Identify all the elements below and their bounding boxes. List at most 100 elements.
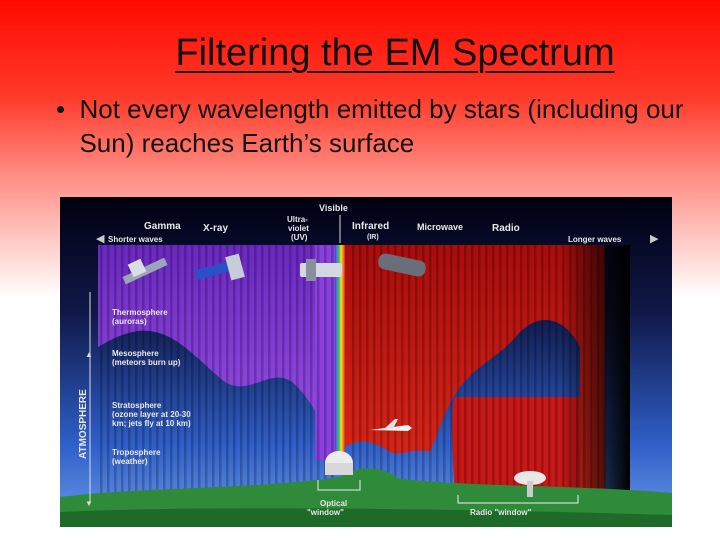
uv-label-line1: Ultra- [287,215,308,224]
stripe [275,245,278,500]
mesosphere-note: (meteors burn up) [112,358,181,367]
stripe [422,245,425,500]
optical-window-bracket [317,480,361,491]
stripe [198,245,201,500]
stripe [212,245,215,500]
stripe [226,245,229,500]
uv-label-line2: violet [288,224,309,233]
stripe [471,245,474,500]
stripe [156,245,159,500]
infrared-sub-label: (IR) [367,234,379,241]
microwave-label: Microwave [417,222,463,232]
observatory-icon [325,451,353,475]
stripe [534,245,537,500]
radio-dish-icon [514,471,546,497]
stripe [527,245,530,500]
stripe [149,245,152,500]
visible-band [335,245,345,475]
stripe [562,245,565,500]
stripe [401,245,404,500]
stripe [135,245,138,500]
slide-title: Filtering the EM Spectrum [175,32,615,74]
stripe [380,245,383,500]
stripe [373,245,376,500]
stripe [464,245,467,500]
longer-waves-label: Longer waves [568,235,622,244]
stripe [499,245,502,500]
stratosphere-note-1: (ozone layer at 20-30 [112,410,191,419]
stripe [310,245,313,500]
thermosphere-note: (auroras) [112,317,147,326]
stripe [121,245,124,500]
stripe [366,245,369,500]
stripe [114,245,117,500]
stripe [268,245,271,500]
em-spectrum-diagram: Gamma X-ray Ultra- violet (UV) Visible I… [60,197,672,527]
stripe [576,245,579,500]
stripe [408,245,411,500]
radio-window-label: Radio "window" [470,508,532,517]
uv-xray-gamma-band [98,245,335,452]
infrared-telescope-icon [378,253,426,277]
stripe [254,245,257,500]
stripe [513,245,516,500]
stripe [436,245,439,500]
optical-window-label-1: Optical [320,499,347,508]
shorter-waves-label: Shorter waves [108,235,163,244]
stripe [282,245,285,500]
visible-label: Visible [319,203,348,213]
stripe [261,245,264,500]
diagram-canvas: Gamma X-ray Ultra- violet (UV) Visible I… [60,197,672,527]
stripe [296,245,299,500]
stripe [324,245,327,500]
hubble-telescope-icon [300,259,342,281]
axis-down-arrow-icon: ▼ [85,499,93,508]
stripe [520,245,523,500]
axis-up-arrow-icon: ▲ [85,350,93,359]
troposphere-label: Troposphere [112,448,161,457]
stripe [478,245,481,500]
stripe [107,245,110,500]
stripe [457,245,460,500]
stripe [191,245,194,500]
stripe [569,245,572,500]
stripe [303,245,306,500]
stripe [492,245,495,500]
stripe [205,245,208,500]
optical-window-label-2: "window" [307,508,344,517]
stripe [604,245,607,500]
uv-band [315,245,335,460]
stripe [429,245,432,500]
stripe [506,245,509,500]
stripe [317,245,320,500]
stripe [184,245,187,500]
bullet-icon: • [56,94,66,124]
stripe [163,245,166,500]
stripe [240,245,243,500]
stripe [247,245,250,500]
stripe [541,245,544,500]
stripe [394,245,397,500]
mesosphere-label: Mesosphere [112,349,159,358]
infrared-label: Infrared [352,221,389,232]
stripe [387,245,390,500]
stripe [289,245,292,500]
xray-label: X-ray [203,223,228,234]
gamma-label: Gamma [144,221,181,232]
troposphere-note: (weather) [112,457,148,466]
shorter-waves-arrow-icon: ◀ [96,233,105,245]
radio-window-bracket [457,495,579,504]
stripe [359,245,362,500]
stripe [548,245,551,500]
radio-fade [560,245,630,500]
thermosphere-label: Thermosphere [112,308,168,317]
radio-label: Radio [492,223,520,234]
stratosphere-note-2: km; jets fly at 10 km) [112,419,191,428]
stripe [583,245,586,500]
uv-label-line3: (UV) [291,233,308,242]
stripe [128,245,131,500]
stripe [352,245,355,500]
stripe [170,245,173,500]
stripe [450,245,453,500]
longer-waves-arrow-icon: ▶ [650,233,659,245]
